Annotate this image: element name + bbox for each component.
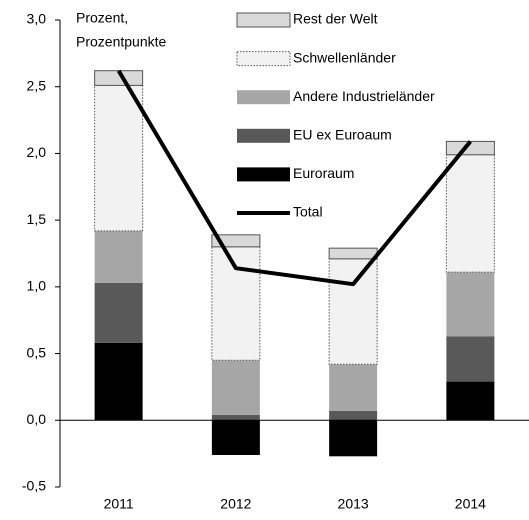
bar-segment	[446, 336, 495, 382]
y-tick-label: 1,0	[27, 278, 47, 294]
y-axis-label: Prozentpunkte	[76, 34, 166, 50]
bar-segment	[329, 410, 378, 421]
x-tick-label: 2014	[455, 496, 486, 512]
y-tick-label: 1,5	[27, 211, 47, 227]
y-tick-label: 0,0	[27, 411, 47, 427]
bar-segment	[94, 282, 143, 343]
x-tick-label: 2013	[338, 496, 369, 512]
y-tick-label: 2,5	[27, 77, 47, 93]
y-tick-label: 0,5	[27, 344, 47, 360]
legend-swatch	[237, 90, 290, 105]
bar-segment	[211, 414, 260, 421]
x-tick-label: 2011	[104, 496, 134, 512]
bar-segment	[329, 364, 378, 411]
bar-segment	[211, 246, 261, 361]
legend-label: Rest der Welt	[293, 11, 378, 27]
bar-segment	[94, 230, 143, 283]
legend-label: Euroraum	[293, 165, 354, 181]
x-tick-label: 2012	[220, 496, 251, 512]
y-axis-label: Prozent,	[76, 10, 128, 26]
line	[116, 69, 472, 287]
legend-swatch	[237, 128, 290, 143]
bar-segment	[211, 420, 260, 455]
y-tick-label: 3,0	[27, 11, 47, 27]
legend-label: Andere Industrieländer	[293, 88, 435, 104]
bar-segment	[211, 234, 261, 248]
legend-swatch	[237, 167, 290, 182]
bar-segment	[94, 84, 144, 232]
bar-segment	[328, 247, 378, 260]
legend-label: Schwellenländer	[293, 49, 396, 65]
legend-label: Total	[293, 204, 323, 220]
bar-segment	[446, 381, 495, 421]
bar-segment	[329, 420, 378, 457]
y-tick-label: 2,0	[27, 144, 47, 160]
bar-segment	[445, 154, 495, 273]
bar-segment	[94, 342, 143, 421]
y-tick-label: -0,5	[22, 478, 46, 494]
bar-segment	[446, 272, 495, 337]
legend-swatch	[236, 12, 291, 28]
bar-segment	[328, 258, 378, 365]
bar-segment	[211, 360, 260, 415]
legend-swatch	[236, 51, 291, 67]
legend-label: EU ex Euroaum	[293, 127, 392, 143]
